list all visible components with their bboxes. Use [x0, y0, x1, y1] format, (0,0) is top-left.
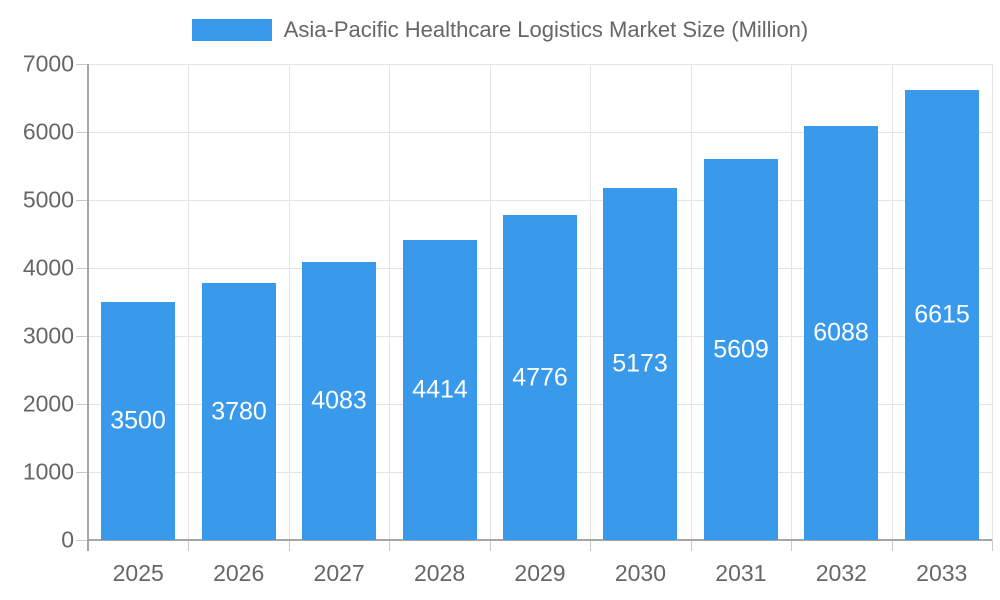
y-axis-label: 7000	[22, 50, 74, 77]
x-axis-tick	[892, 540, 893, 551]
y-axis-tick	[76, 132, 88, 133]
y-axis-label: 1000	[22, 458, 74, 485]
bar-2032: 6088	[804, 126, 878, 540]
x-gridline	[791, 64, 792, 540]
y-axis-tick	[76, 64, 88, 65]
x-axis-tick	[490, 540, 491, 551]
bar-2029: 4776	[503, 215, 577, 540]
x-gridline	[389, 64, 390, 540]
x-gridline	[188, 64, 189, 540]
x-gridline	[590, 64, 591, 540]
x-gridline	[490, 64, 491, 540]
x-axis-label: 2028	[413, 560, 466, 586]
y-gridline	[88, 64, 992, 65]
x-axis-tick	[590, 540, 591, 551]
x-axis-line	[87, 539, 992, 541]
y-axis-tick	[76, 200, 88, 201]
x-axis-label: 2026	[213, 560, 265, 586]
bar-value-label: 4776	[512, 363, 568, 391]
y-axis-tick	[76, 268, 88, 269]
y-gridline	[88, 132, 992, 133]
bar-value-label: 6088	[813, 318, 869, 347]
x-axis-label: 2030	[614, 560, 667, 586]
y-axis-label: 5000	[22, 186, 74, 213]
bar-2033: 6615	[905, 90, 979, 540]
bar-value-label: 6615	[914, 300, 970, 329]
x-axis-tick	[289, 540, 290, 551]
x-axis-label: 2032	[815, 560, 867, 586]
y-axis-label: 0	[61, 526, 74, 553]
bar-value-label: 3780	[211, 397, 267, 425]
x-axis-label: 2031	[715, 560, 767, 586]
bar-2031: 5609	[704, 159, 778, 540]
bar-2026: 3780	[202, 283, 276, 540]
y-gridline	[88, 200, 992, 201]
bar-value-label: 5173	[612, 349, 668, 378]
y-axis-label: 2000	[22, 390, 74, 417]
bar-value-label: 4083	[311, 386, 367, 415]
y-axis-label: 6000	[22, 118, 74, 145]
x-axis-tick	[691, 540, 692, 551]
bar-2025: 3500	[101, 302, 175, 540]
legend-label: Asia-Pacific Healthcare Logistics Market…	[283, 17, 809, 42]
x-axis-label: 2025	[112, 560, 164, 586]
x-gridline	[892, 64, 893, 540]
x-axis-tick	[188, 540, 189, 551]
y-axis-label: 3000	[22, 322, 74, 349]
x-axis-tick	[992, 540, 993, 551]
x-gridline	[289, 64, 290, 540]
x-gridline	[691, 64, 692, 540]
y-axis-tick	[76, 404, 88, 405]
y-axis-tick	[76, 336, 88, 337]
y-axis-tick	[76, 472, 88, 473]
x-axis-label: 2033	[916, 560, 968, 586]
bar-2030: 5173	[603, 188, 677, 540]
bar-value-label: 4414	[412, 375, 468, 404]
legend-swatch	[191, 19, 272, 41]
bar-2027: 4083	[302, 262, 376, 540]
y-axis-tick	[76, 540, 88, 541]
x-axis-label: 2027	[313, 560, 365, 586]
bar-2028: 4414	[403, 240, 477, 540]
y-axis-line	[87, 64, 89, 551]
bar-value-label: 3500	[110, 406, 166, 435]
x-axis-label: 2029	[514, 560, 566, 586]
y-axis-label: 4000	[22, 254, 74, 281]
x-axis-tick	[389, 540, 390, 551]
x-gridline	[992, 64, 993, 540]
bar-value-label: 5609	[713, 335, 769, 363]
chart-legend-item[interactable]: Asia-Pacific Healthcare Logistics Market…	[0, 17, 1000, 43]
x-axis-tick	[791, 540, 792, 551]
